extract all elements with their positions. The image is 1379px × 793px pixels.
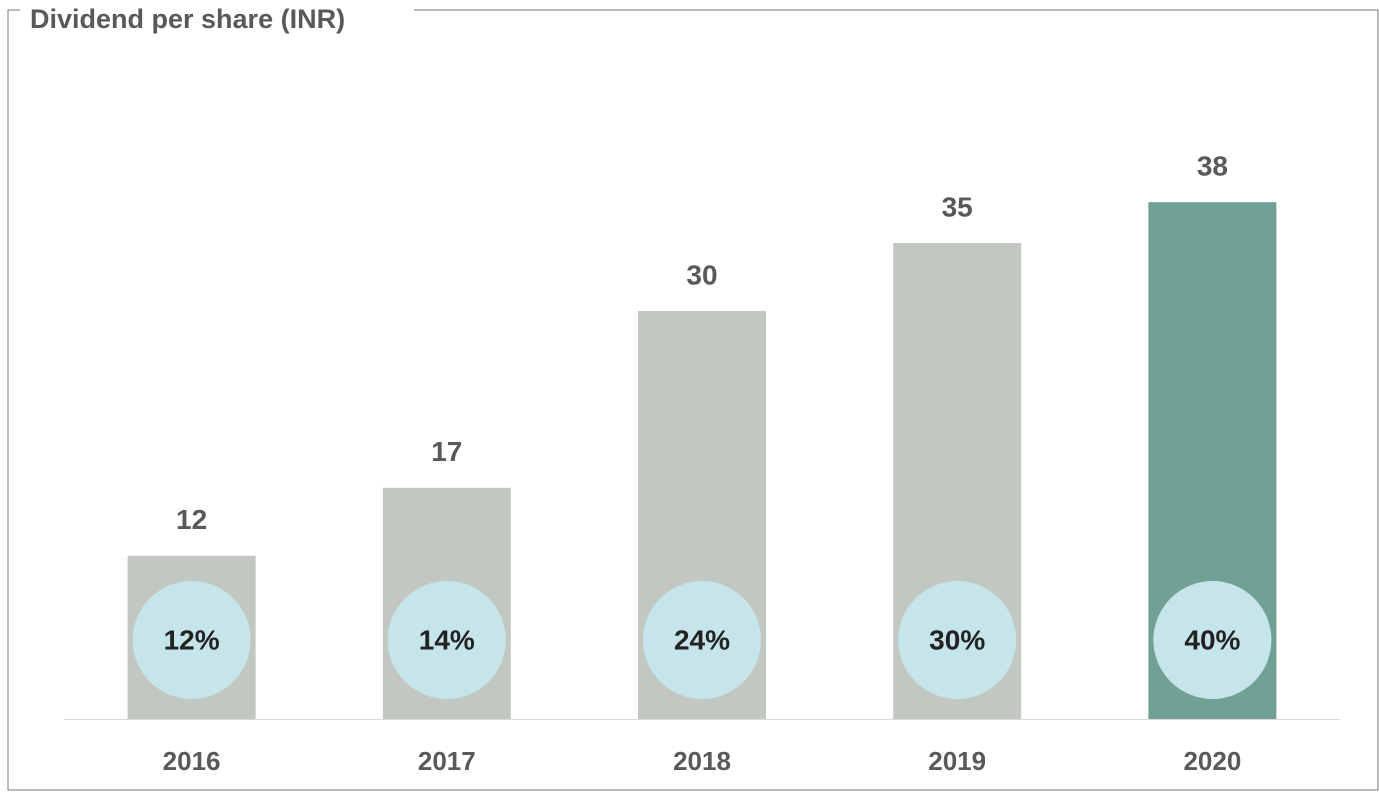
x-tick-label: 2019 <box>928 746 986 776</box>
title-backdrop <box>20 0 414 40</box>
frame <box>7 9 1379 791</box>
payout-label: 12% <box>164 624 220 655</box>
value-label: 35 <box>942 191 973 222</box>
payout-label: 24% <box>674 624 730 655</box>
chart-title: Dividend per share (INR) <box>30 4 345 34</box>
value-label: 38 <box>1197 151 1228 182</box>
payout-circle <box>132 581 251 699</box>
payout-label: 14% <box>419 624 475 655</box>
x-tick-label: 2016 <box>163 746 221 776</box>
payout-label: 30% <box>929 624 985 655</box>
x-tick-label: 2020 <box>1183 746 1241 776</box>
payout-circle <box>643 581 761 699</box>
x-tick-label: 2017 <box>418 746 476 776</box>
payout-circle <box>1153 581 1272 699</box>
value-label: 30 <box>686 259 717 290</box>
x-tick-label: 2018 <box>673 746 731 776</box>
payout-label: 40% <box>1184 624 1240 655</box>
payout-circle <box>387 581 506 699</box>
payout-circle <box>898 581 1017 699</box>
value-label: 12 <box>176 504 207 535</box>
value-label: 17 <box>431 436 462 467</box>
